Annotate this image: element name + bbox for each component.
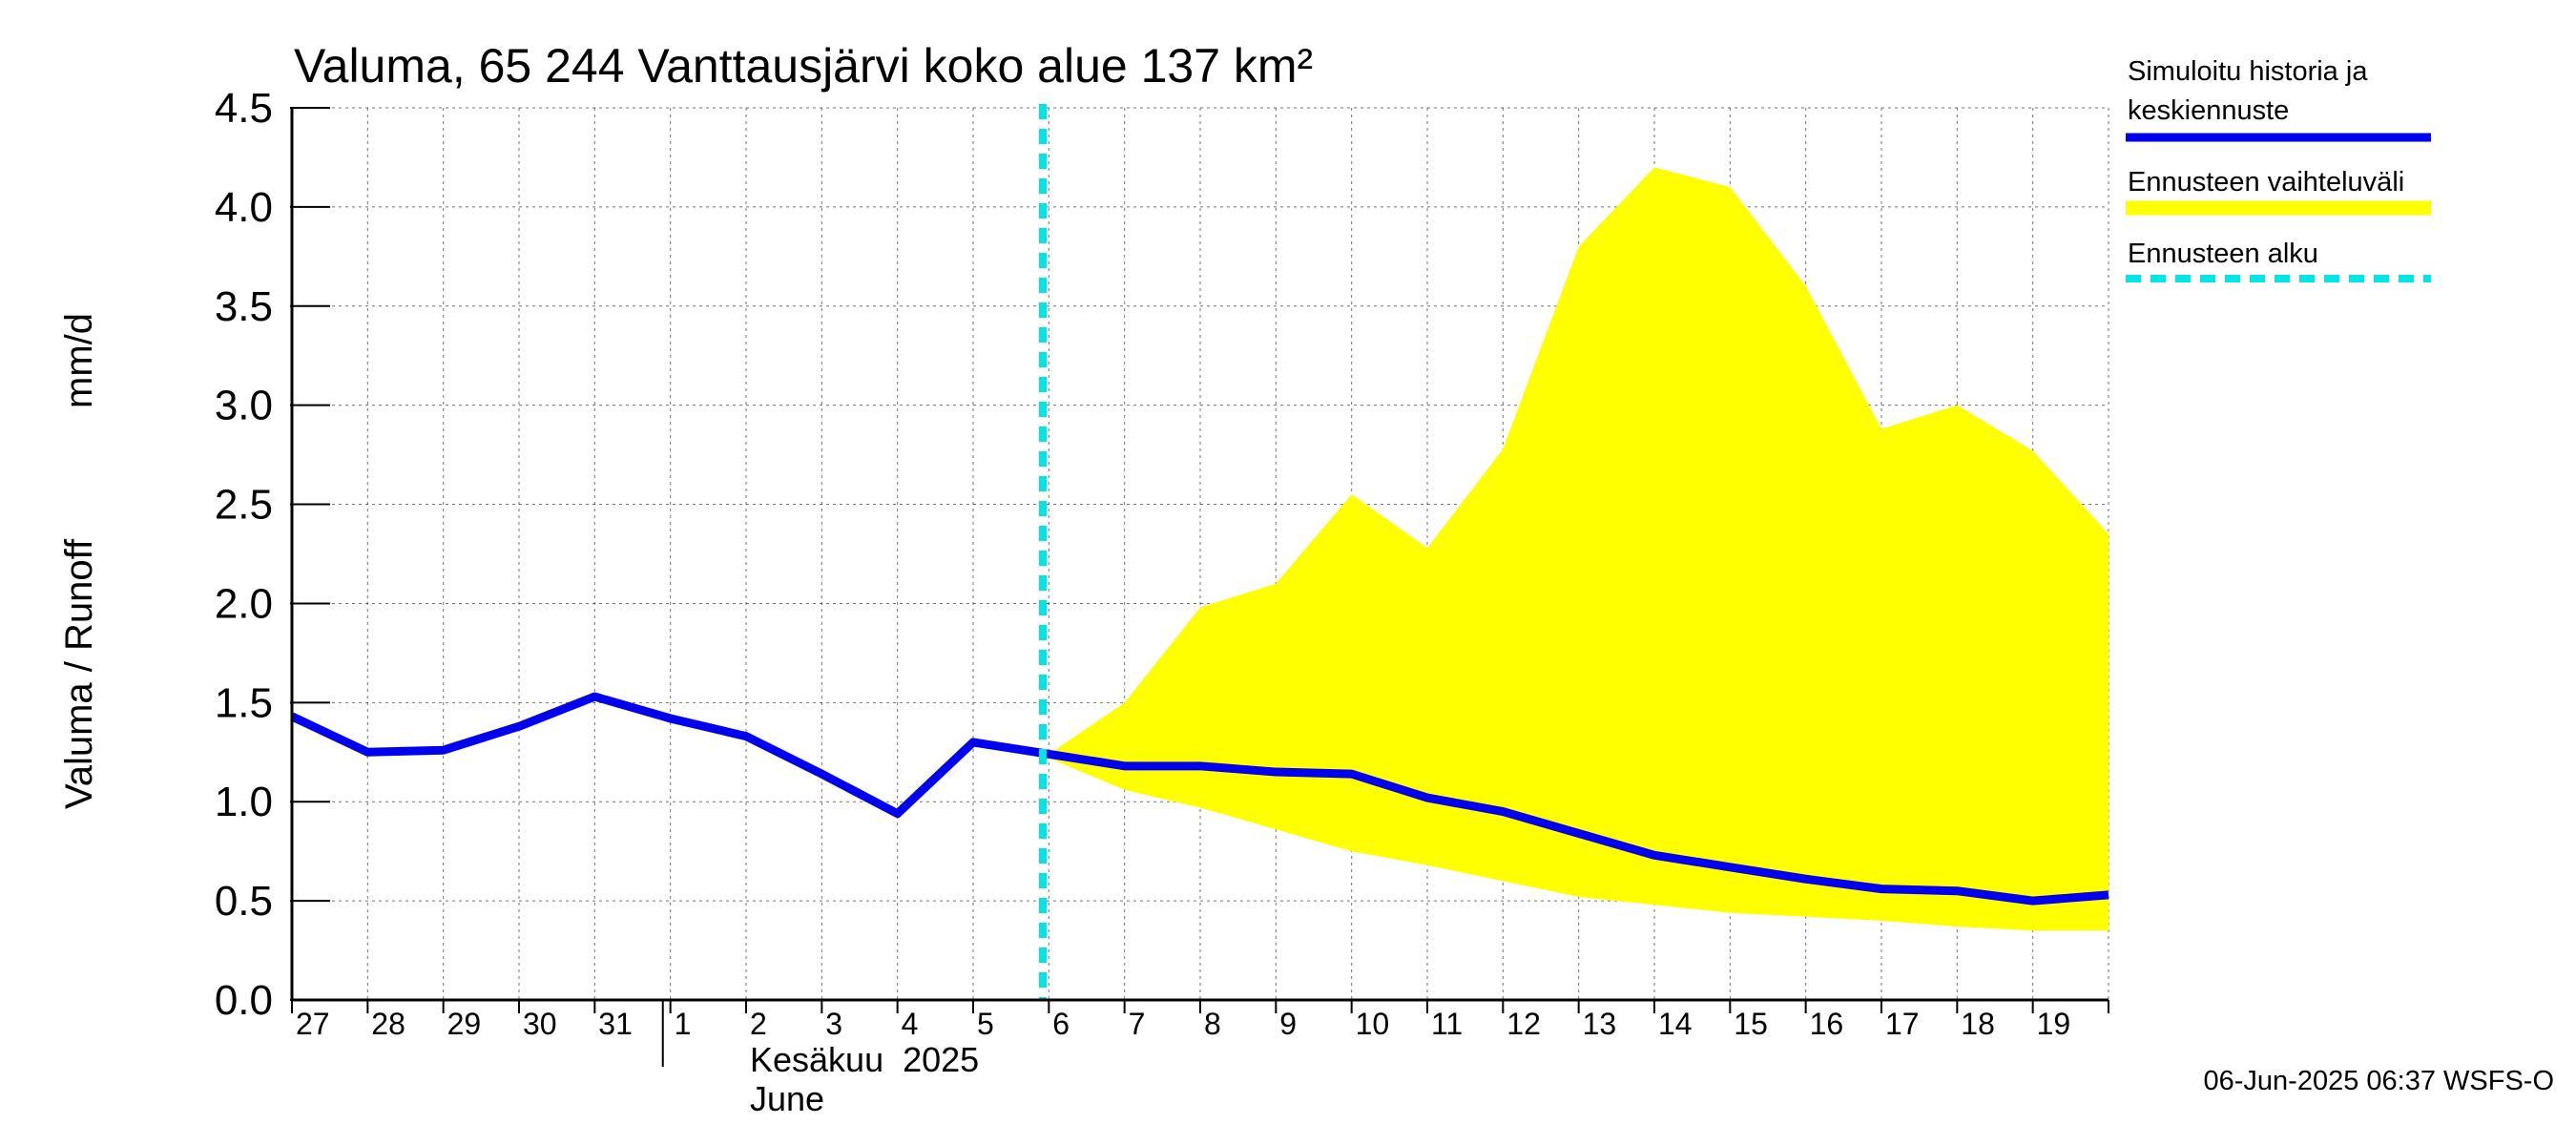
x-tick-label: 11 <box>1431 1007 1463 1041</box>
legend-start-label: Ennusteen alku <box>2128 239 2318 269</box>
forecast-range-area <box>1049 167 2109 931</box>
legend-history-label-2: keskiennuste <box>2128 95 2289 126</box>
x-tick-label: 17 <box>1885 1007 1920 1041</box>
x-tick-label: 2 <box>750 1007 767 1041</box>
footer-timestamp: 06-Jun-2025 06:37 WSFS-O <box>2203 1066 2554 1096</box>
forecast-range-band <box>1049 167 2109 931</box>
x-tick-label: 12 <box>1506 1007 1541 1041</box>
x-tick-label: 3 <box>825 1007 842 1041</box>
x-ticks: 27 28 29 30 31 1 2 3 4 5 6 7 8 9 10 11 12 13 14 15 16 17 18 19 <box>291 1000 2109 1041</box>
x-tick-label: 31 <box>598 1007 633 1041</box>
x-tick-label: 29 <box>447 1007 482 1041</box>
x-tick-label: 7 <box>1129 1007 1146 1041</box>
x-tick-label: 18 <box>1961 1007 1995 1041</box>
x-tick-label: 15 <box>1734 1007 1768 1041</box>
month-label-en: June <box>750 1079 824 1118</box>
x-tick-label: 14 <box>1658 1007 1693 1041</box>
y-tick-label: 4.5 <box>215 85 273 132</box>
x-tick-label: 4 <box>902 1007 919 1041</box>
x-tick-label: 8 <box>1204 1007 1221 1041</box>
x-tick-label: 30 <box>523 1007 557 1041</box>
y-tick-label: 0.0 <box>215 977 273 1024</box>
x-tick-label: 5 <box>977 1007 994 1041</box>
y-tick-label: 2.0 <box>215 580 273 627</box>
x-tick-label: 27 <box>296 1007 330 1041</box>
chart-title: Valuma, 65 244 Vanttausjärvi koko alue 1… <box>294 39 1313 93</box>
month-label-fi: Kesäkuu 2025 <box>750 1040 979 1079</box>
y-ticks: 0.0 0.5 1.0 1.5 2.0 2.5 3.0 3.5 4.0 4.5 <box>215 85 330 1024</box>
x-tick-label: 1 <box>675 1007 692 1041</box>
x-tick-label: 28 <box>371 1007 405 1041</box>
y-tick-label: 2.5 <box>215 482 273 529</box>
x-tick-label: 10 <box>1356 1007 1390 1041</box>
y-tick-label: 1.0 <box>215 779 273 825</box>
y-axis-unit: mm/d <box>58 313 100 408</box>
y-tick-label: 0.5 <box>215 878 273 925</box>
y-tick-label: 4.0 <box>215 184 273 231</box>
y-tick-label: 3.0 <box>215 383 273 429</box>
legend: Simuloitu historia ja keskiennuste Ennus… <box>2126 56 2431 282</box>
y-axis-label: Valuma / Runoff <box>58 538 100 809</box>
y-tick-label: 3.5 <box>215 283 273 330</box>
legend-range-label: Ennusteen vaihteluväli <box>2128 167 2404 198</box>
legend-history-label-1: Simuloitu historia ja <box>2128 56 2368 87</box>
x-tick-label: 9 <box>1279 1007 1297 1041</box>
x-tick-label: 6 <box>1052 1007 1070 1041</box>
x-tick-label: 13 <box>1583 1007 1617 1041</box>
x-tick-label: 16 <box>1810 1007 1844 1041</box>
y-tick-label: 1.5 <box>215 679 273 726</box>
x-tick-label: 19 <box>2037 1007 2071 1041</box>
